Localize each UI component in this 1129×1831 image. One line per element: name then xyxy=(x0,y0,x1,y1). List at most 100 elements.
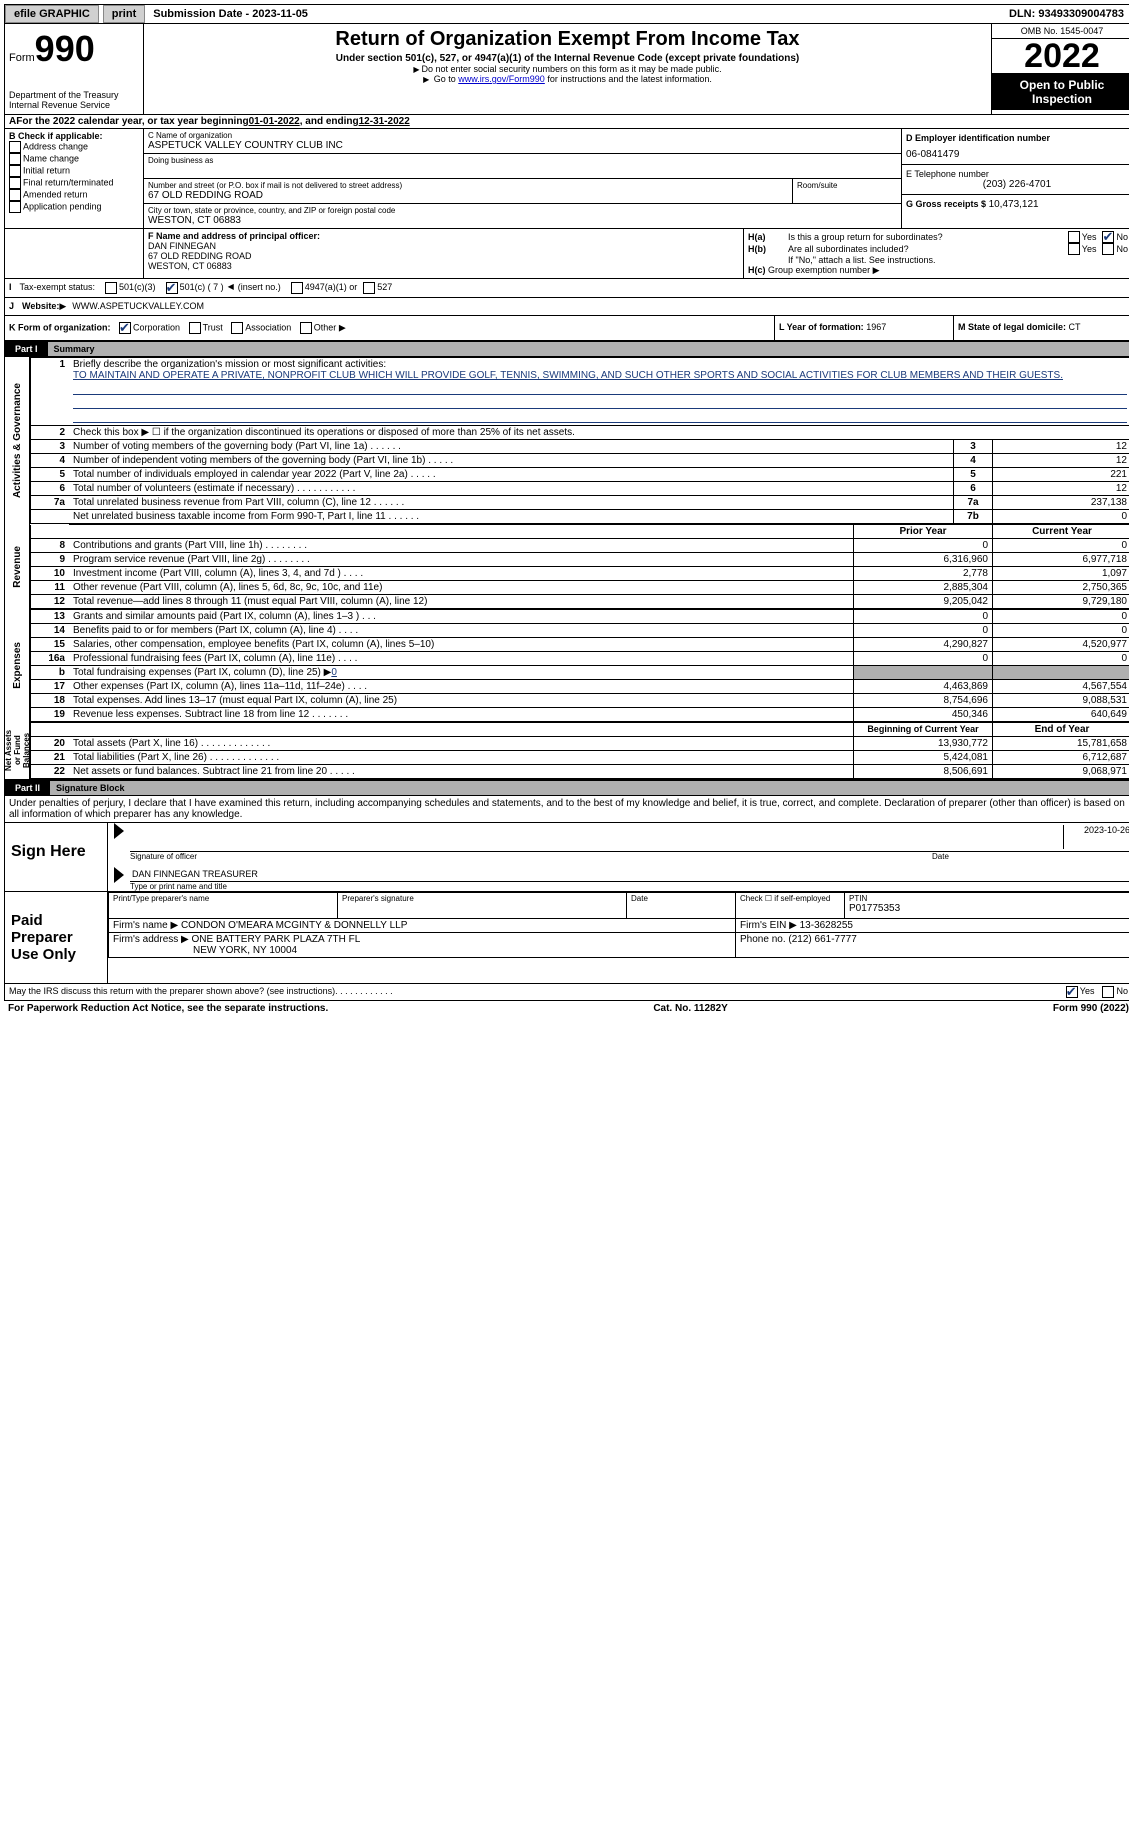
l2: Check this box ▶ ☐ if the organization d… xyxy=(69,426,1129,440)
corp: Corporation xyxy=(133,322,180,332)
p15: 4,290,827 xyxy=(854,638,993,652)
p10: 2,778 xyxy=(854,567,993,581)
l7b: Net unrelated business taxable income fr… xyxy=(73,511,386,522)
l16b: Total fundraising expenses (Part IX, col… xyxy=(73,667,331,678)
4947-box[interactable] xyxy=(291,282,303,294)
irs-label: Internal Revenue Service xyxy=(9,100,139,110)
amended-box[interactable] xyxy=(9,189,21,201)
trust-box[interactable] xyxy=(189,322,201,334)
p18: 8,754,696 xyxy=(854,694,993,708)
app-pending-box[interactable] xyxy=(9,201,21,213)
corp-box[interactable] xyxy=(119,322,131,334)
501c-box[interactable] xyxy=(166,282,178,294)
goto-post: for instructions and the latest informat… xyxy=(545,74,712,84)
527-box[interactable] xyxy=(363,282,375,294)
ha-no-box[interactable] xyxy=(1102,231,1114,243)
end-hdr: End of Year xyxy=(993,723,1129,737)
l16b-val: 0 xyxy=(331,667,337,678)
c19: 640,649 xyxy=(993,708,1129,722)
assoc-box[interactable] xyxy=(231,322,243,334)
l6: Total number of volunteers (estimate if … xyxy=(73,483,294,494)
self-employed: Check ☐ if self-employed xyxy=(740,894,840,903)
m-label: M State of legal domicile: xyxy=(958,322,1066,332)
footer-left: For Paperwork Reduction Act Notice, see … xyxy=(8,1003,328,1014)
part2-header: Part II Signature Block xyxy=(4,780,1129,796)
name-change: Name change xyxy=(23,153,79,163)
l14: Benefits paid to or for members (Part IX… xyxy=(73,625,336,636)
sig-arrow2-icon xyxy=(114,867,124,883)
l3: Number of voting members of the governin… xyxy=(73,441,368,452)
c22: 9,068,971 xyxy=(993,765,1129,779)
l15: Salaries, other compensation, employee b… xyxy=(73,639,434,650)
paid-preparer-title: Paid Preparer Use Only xyxy=(5,892,108,983)
officer-block: F Name and address of principal officer:… xyxy=(4,229,1129,279)
v6: 12 xyxy=(993,482,1129,496)
initial-box[interactable] xyxy=(9,165,21,177)
city-label: City or town, state or province, country… xyxy=(148,206,897,215)
p9: 6,316,960 xyxy=(854,553,993,567)
l21: Total liabilities (Part X, line 26) xyxy=(73,752,207,763)
l7a: Total unrelated business revenue from Pa… xyxy=(73,497,371,508)
501c3-box[interactable] xyxy=(105,282,117,294)
c10: 1,097 xyxy=(993,567,1129,581)
form-subtitle: Under section 501(c), 527, or 4947(a)(1)… xyxy=(148,53,987,64)
footer-mid: Cat. No. 11282Y xyxy=(653,1003,727,1014)
page-footer: For Paperwork Reduction Act Notice, see … xyxy=(4,1001,1129,1016)
k-label: K Form of organization: xyxy=(9,322,111,332)
v7b: 0 xyxy=(993,510,1129,524)
gov-label: Activities & Governance xyxy=(10,379,25,502)
discuss-line: May the IRS discuss this return with the… xyxy=(4,984,1129,1001)
c8: 0 xyxy=(993,539,1129,553)
l9: Program service revenue (Part VIII, line… xyxy=(73,554,265,565)
l18: Total expenses. Add lines 13–17 (must eq… xyxy=(73,695,397,706)
firm-name-label: Firm's name ▶ xyxy=(113,920,178,931)
v3: 12 xyxy=(993,440,1129,454)
name-change-box[interactable] xyxy=(9,153,21,165)
hb-no-box[interactable] xyxy=(1102,243,1114,255)
officer-addr2: WESTON, CT 06883 xyxy=(148,261,739,271)
other-box[interactable] xyxy=(300,322,312,334)
p11: 2,885,304 xyxy=(854,581,993,595)
final-box[interactable] xyxy=(9,177,21,189)
discuss-yes-box[interactable] xyxy=(1066,986,1078,998)
type-name-label: Type or print name and title xyxy=(130,882,1129,891)
ha-label: Is this a group return for subordinates? xyxy=(788,232,1068,242)
prep-date-label: Date xyxy=(631,894,731,903)
ha-yes-box[interactable] xyxy=(1068,231,1080,243)
current-year-hdr: Current Year xyxy=(993,525,1129,539)
identity-block: B Check if applicable: Address change Na… xyxy=(4,129,1129,229)
topbar: efile GRAPHIC print Submission Date - 20… xyxy=(4,4,1129,24)
line-a: A For the 2022 calendar year, or tax yea… xyxy=(4,115,1129,129)
l8: Contributions and grants (Part VIII, lin… xyxy=(73,540,263,551)
hb-no: No xyxy=(1116,244,1128,254)
c11: 2,750,365 xyxy=(993,581,1129,595)
goto-note: Go to www.irs.gov/Form990 for instructio… xyxy=(148,74,987,84)
p19: 450,346 xyxy=(854,708,993,722)
discuss-no-box[interactable] xyxy=(1102,986,1114,998)
hc-label: Group exemption number xyxy=(768,265,870,275)
net-label: Net Assets or Fund Balances xyxy=(2,722,33,779)
part1-header: Part I Summary xyxy=(4,341,1129,357)
hb-yes-box[interactable] xyxy=(1068,243,1080,255)
p21: 5,424,081 xyxy=(854,751,993,765)
irs-link[interactable]: www.irs.gov/Form990 xyxy=(458,74,545,84)
addr-change-box[interactable] xyxy=(9,141,21,153)
firm-ein-label: Firm's EIN ▶ xyxy=(740,920,797,931)
gross-receipts: 10,473,121 xyxy=(989,199,1039,210)
g-label: G Gross receipts $ xyxy=(906,199,986,209)
j-label: Website: xyxy=(22,301,59,312)
print-button[interactable]: print xyxy=(103,5,145,23)
4947: 4947(a)(1) or xyxy=(305,282,358,294)
submission-date: Submission Date - 2023-11-05 xyxy=(149,8,312,20)
p12: 9,205,042 xyxy=(854,595,993,609)
goto-pre: Go to xyxy=(434,74,459,84)
l4: Number of independent voting members of … xyxy=(73,455,425,466)
p16a: 0 xyxy=(854,652,993,666)
addr-label: Number and street (or P.O. box if mail i… xyxy=(148,181,788,190)
line-j: J Website: ▶ WWW.ASPETUCKVALLEY.COM xyxy=(4,298,1129,316)
c9: 6,977,718 xyxy=(993,553,1129,567)
b-label: B Check if applicable: xyxy=(9,131,139,141)
l5: Total number of individuals employed in … xyxy=(73,469,408,480)
prep-sig-label: Preparer's signature xyxy=(342,894,622,903)
dba-label: Doing business as xyxy=(148,156,897,165)
